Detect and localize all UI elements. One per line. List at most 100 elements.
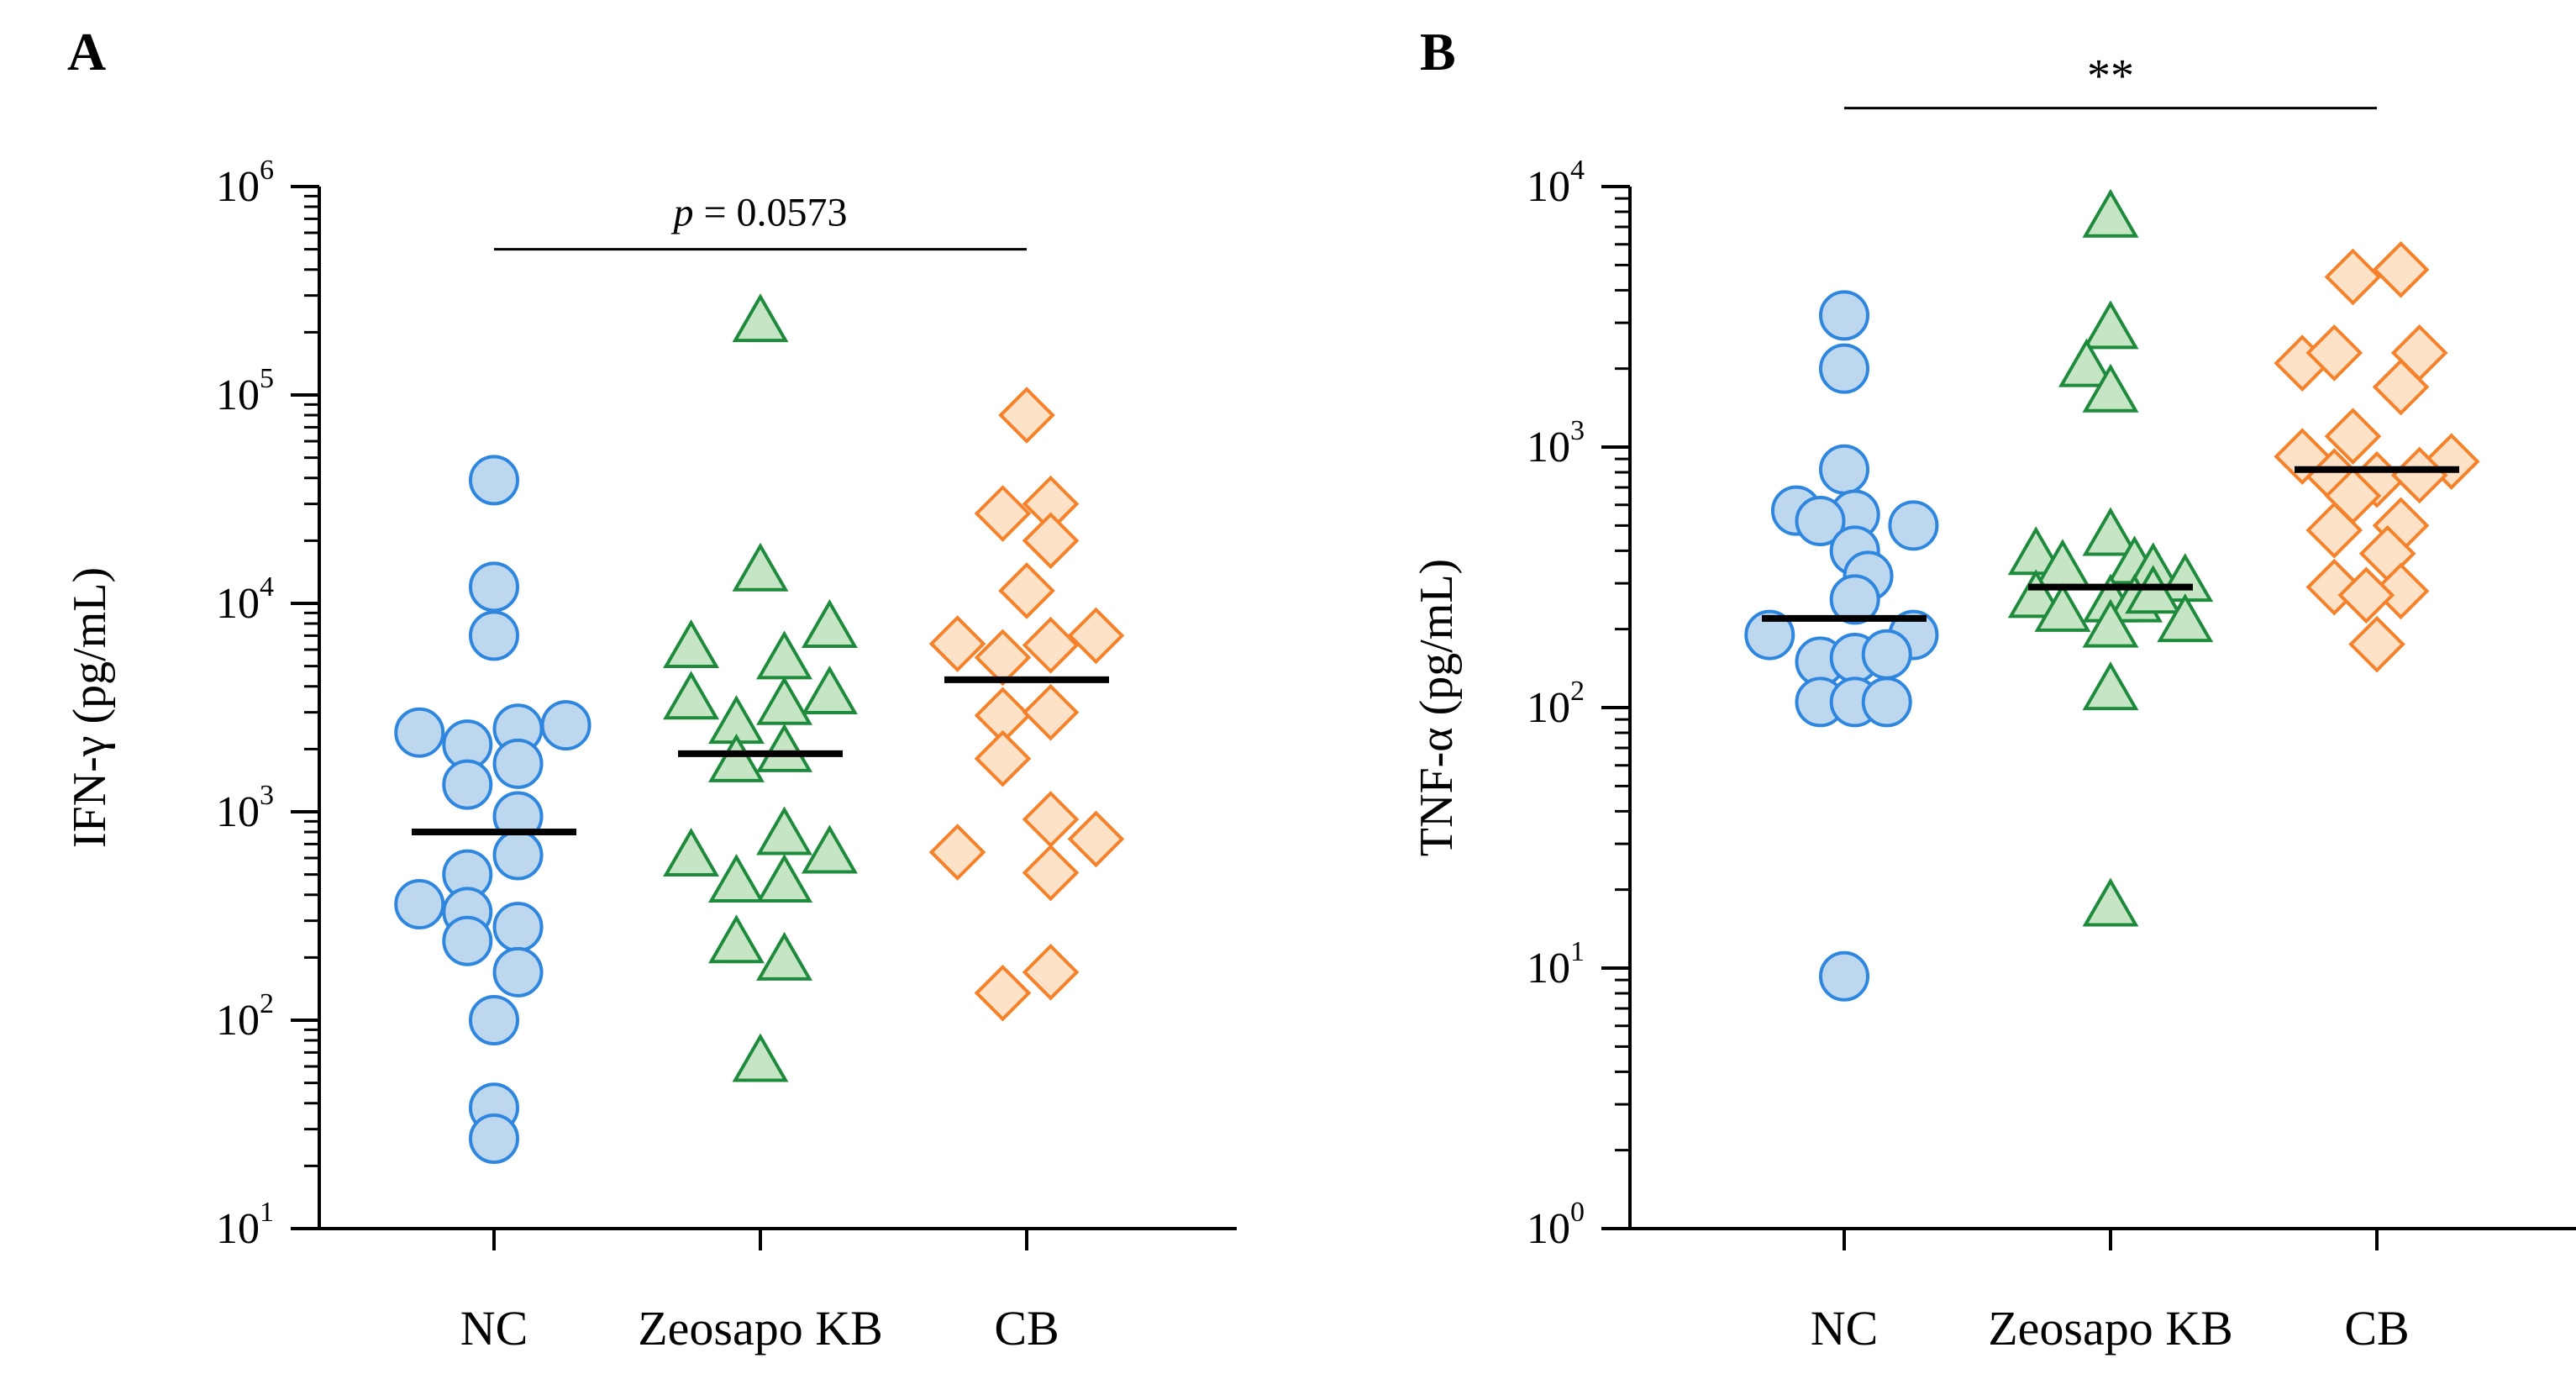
data-point: [2375, 244, 2427, 296]
y-tick-label: 106: [216, 155, 274, 211]
y-tick-label-base: 10: [1527, 1205, 1570, 1253]
data-point: [735, 297, 786, 340]
y-tick-label-base: 10: [216, 163, 260, 211]
data-point: [1821, 292, 1868, 339]
y-tick-label: 105: [216, 363, 274, 419]
data-point: [471, 997, 518, 1044]
data-point: [1025, 687, 1077, 739]
data-point: [760, 935, 810, 979]
data-point: [396, 709, 443, 756]
data-point: [666, 831, 717, 875]
series-zeosapo-kb: [2011, 192, 2211, 925]
y-tick-label: 103: [216, 780, 274, 836]
y-tick-label-base: 10: [216, 997, 260, 1045]
x-tick-label: CB: [994, 1301, 1059, 1356]
y-tick-label-exponent: 5: [260, 363, 274, 394]
y-tick-label-base: 10: [1527, 684, 1570, 732]
y-tick-label: 101: [216, 1197, 274, 1253]
data-point: [711, 857, 761, 901]
data-point: [1821, 345, 1868, 392]
data-point: [1025, 514, 1077, 566]
data-point: [1070, 813, 1122, 865]
significance-label: **: [2087, 50, 2134, 103]
data-point: [666, 674, 717, 718]
data-point: [471, 456, 518, 503]
y-tick-label-base: 10: [1527, 163, 1570, 211]
data-point: [1025, 946, 1077, 998]
significance-label-prefix: p: [670, 191, 693, 235]
data-point: [471, 612, 518, 659]
data-point: [735, 546, 786, 590]
data-point: [2351, 619, 2403, 671]
chart-figure: AIFN-γ (pg/mL)101102103104105106NC Zeosap…: [0, 0, 2576, 1391]
y-tick-label-exponent: 1: [1570, 936, 1585, 967]
data-point: [1025, 619, 1077, 671]
data-point: [1001, 565, 1053, 617]
data-point: [1890, 502, 1937, 549]
series-nc: [1746, 292, 1937, 999]
figure: A IFN-γ (pg/mL) 101 102 103 104 105 106 NC Zeosap…: [0, 0, 2576, 1391]
y-tick-label-exponent: 2: [260, 988, 274, 1019]
y-tick-label-base: 10: [1527, 945, 1570, 992]
y-tick-label-base: 10: [216, 1205, 260, 1253]
y-tick-label-base: 10: [216, 788, 260, 836]
data-point: [1821, 953, 1868, 1000]
data-point: [543, 702, 590, 749]
data-point: [804, 603, 854, 646]
data-point: [711, 918, 761, 961]
data-point: [2085, 192, 2136, 236]
y-tick-label-exponent: 4: [1570, 155, 1585, 186]
panel-label: A: [67, 22, 106, 82]
significance-label-text: **: [2087, 50, 2134, 103]
series-cb: [932, 389, 1122, 1019]
data-point: [2326, 251, 2379, 303]
data-point: [932, 826, 984, 878]
x-tick-label: NC: [460, 1301, 528, 1356]
data-point: [2085, 303, 2136, 347]
y-axis-label: TNF-α (pg/mL): [1411, 559, 1463, 856]
data-point: [760, 634, 810, 677]
data-point: [1864, 678, 1911, 725]
y-tick-label-exponent: 4: [260, 571, 274, 603]
panel-label: B: [1420, 22, 1456, 82]
series-zeosapo-kb: [666, 297, 855, 1080]
y-tick-label-exponent: 0: [1570, 1197, 1585, 1228]
data-point: [976, 967, 1028, 1019]
data-point: [495, 903, 542, 950]
data-point: [444, 918, 491, 965]
y-tick-label: 102: [1527, 676, 1585, 732]
data-point: [760, 857, 810, 901]
data-point: [1025, 793, 1077, 845]
data-point: [932, 618, 984, 670]
series-cb: [2276, 244, 2478, 671]
data-point: [2085, 665, 2136, 708]
data-point: [1001, 389, 1053, 441]
panel-b: BTNF-α (pg/mL)100101102103104NC Zeosapo K…: [1411, 22, 2576, 1356]
y-tick-label-base: 10: [216, 371, 260, 419]
data-point: [1025, 847, 1077, 899]
y-tick-label-base: 10: [216, 580, 260, 628]
data-point: [471, 563, 518, 610]
y-tick-label: 103: [1527, 415, 1585, 471]
data-point: [1821, 446, 1868, 493]
y-axis-label: IFN-γ (pg/mL): [64, 567, 116, 848]
x-tick-label: Zeosapo KB: [638, 1301, 883, 1356]
data-point: [495, 740, 542, 787]
data-point: [396, 881, 443, 928]
data-point: [1864, 631, 1911, 678]
y-tick-label-exponent: 6: [260, 155, 274, 186]
data-point: [471, 1115, 518, 1162]
data-point: [666, 623, 717, 666]
data-point: [976, 733, 1028, 785]
x-tick-label: Zeosapo KB: [1988, 1301, 2233, 1356]
x-tick-label: NC: [1811, 1301, 1879, 1356]
data-point: [735, 1036, 786, 1080]
data-point: [495, 831, 542, 878]
data-point: [976, 631, 1028, 683]
y-tick-label-base: 10: [1527, 424, 1570, 471]
data-point: [760, 680, 810, 724]
y-tick-label: 100: [1527, 1197, 1585, 1253]
data-point: [760, 727, 810, 771]
y-tick-label-exponent: 3: [1570, 415, 1585, 446]
